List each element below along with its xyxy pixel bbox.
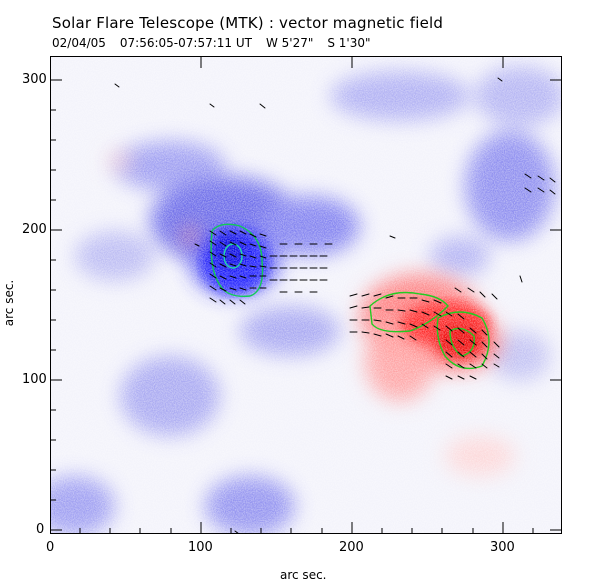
y-axis-label: arc sec. (2, 279, 17, 327)
x-tick-label: 100 (188, 540, 213, 555)
field-vectors (114, 77, 556, 534)
longitude: W 5'27" (265, 36, 314, 50)
y-tick-label: 300 (22, 72, 47, 87)
observation-info: 02/04/05 07:56:05-07:57:11 UT W 5'27" S 1'3… (52, 36, 385, 50)
x-tick-label: 300 (490, 540, 515, 555)
y-tick-label: 200 (22, 222, 47, 237)
x-tick-label: 200 (339, 540, 364, 555)
y-axis-ticks (50, 79, 562, 531)
figure-title: Solar Flare Telescope (MTK) : vector mag… (52, 14, 444, 32)
y-tick-label: 100 (22, 372, 47, 387)
plot-frame (50, 56, 562, 534)
observation-date: 02/04/05 (52, 36, 106, 50)
x-axis-label: arc sec. (280, 568, 327, 582)
magnetogram-plot (50, 56, 562, 534)
x-axis-ticks (50, 56, 534, 534)
noise-overlay (50, 56, 562, 534)
latitude: S 1'30" (327, 36, 371, 50)
y-tick-label: 0 (36, 522, 45, 537)
x-tick-label: 0 (46, 540, 55, 555)
observation-time: 07:56:05-07:57:11 UT (119, 36, 252, 50)
